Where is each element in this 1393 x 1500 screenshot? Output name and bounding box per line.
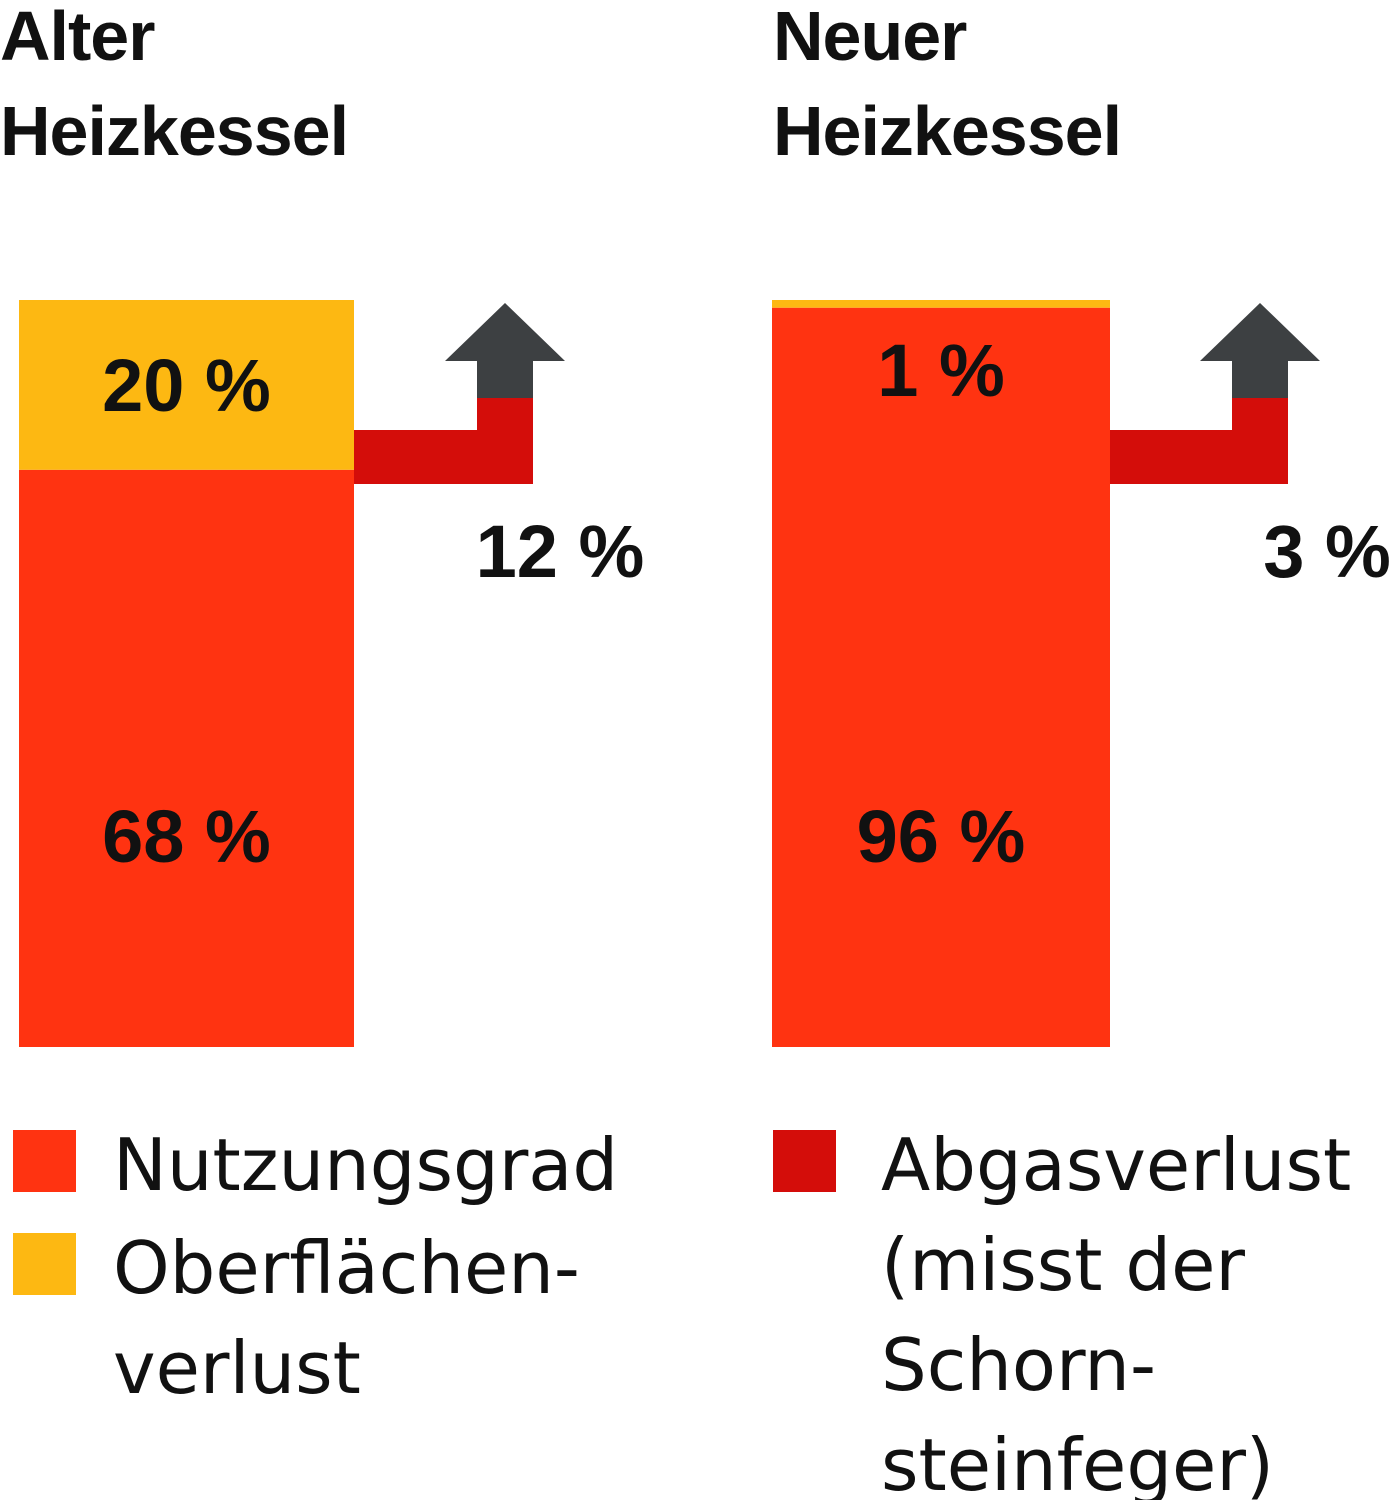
bar-segment-nutzungsgrad [772,307,1110,1047]
exhaust-arrow-head [445,303,565,361]
exhaust-arrow-head [1200,303,1320,361]
abgas-pipe-vertical [1232,398,1288,484]
legend-swatch-abgasverlust [773,1130,836,1192]
legend-label-abgasverlust: Abgasverlust [881,1123,1351,1207]
legend-label-abgasverlust: Schorn- [881,1323,1156,1407]
legend-swatch-oberflaechenverlust [13,1233,76,1295]
bar-segment-oberflaechenverlust [19,300,354,470]
legend-label-abgasverlust: steinfeger) [881,1423,1274,1500]
panel-title-line: Alter [0,0,155,75]
legend-label-abgasverlust: (misst der [881,1223,1245,1307]
bar-segment-nutzungsgrad [19,469,354,1048]
label-nutzungsgrad: 96 % [857,795,1026,878]
label-abgasverlust: 12 % [476,510,645,593]
label-nutzungsgrad: 68 % [102,795,271,878]
abgas-pipe-vertical [477,398,533,484]
label-oberflaechenverlust: 1 % [877,329,1005,412]
legend-label-oberflaechenverlust: verlust [113,1326,361,1410]
label-abgasverlust: 3 % [1263,510,1391,593]
legend-label-nutzungsgrad: Nutzungsgrad [113,1123,618,1207]
panel-title-line: Heizkessel [0,92,348,170]
panel-title-line: Neuer [773,0,967,75]
panel-title-line: Heizkessel [773,92,1121,170]
label-oberflaechenverlust: 20 % [102,344,271,427]
bar-segment-oberflaechenverlust [772,300,1110,308]
legend-swatch-nutzungsgrad [13,1130,76,1192]
legend-label-oberflaechenverlust: Oberflächen- [113,1226,580,1310]
